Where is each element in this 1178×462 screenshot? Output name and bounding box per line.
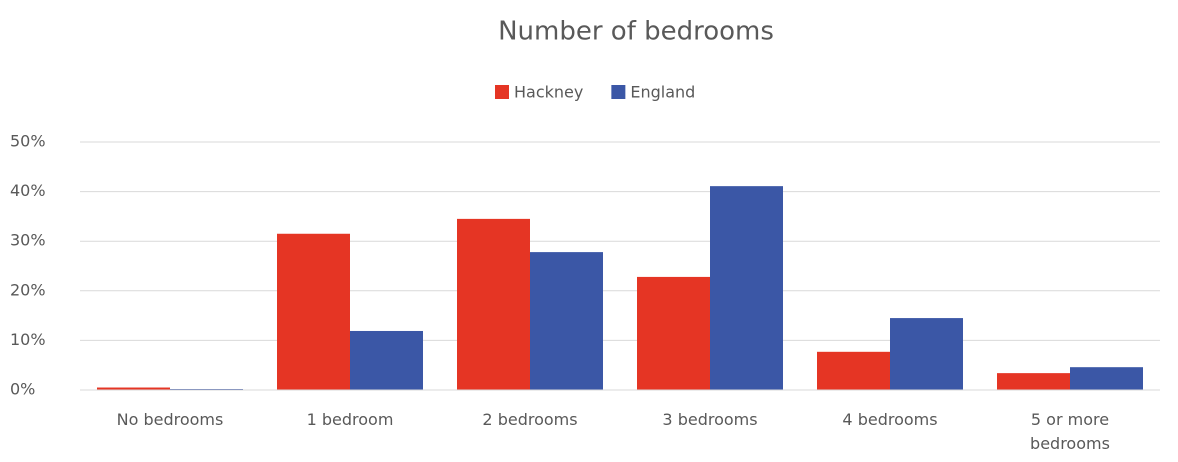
legend-swatch bbox=[611, 85, 626, 99]
bar bbox=[817, 351, 890, 390]
x-tick-label-box: No bedrooms bbox=[116, 410, 224, 429]
x-tick-label-box: 3 bedrooms bbox=[662, 410, 758, 429]
bar bbox=[890, 318, 963, 390]
y-tick-label: 40% bbox=[10, 181, 46, 200]
y-tick-label: 30% bbox=[10, 231, 46, 250]
bar bbox=[97, 387, 170, 390]
bar bbox=[457, 218, 530, 390]
x-tick-label: 1 bedroom bbox=[306, 410, 394, 429]
bar bbox=[710, 186, 783, 390]
legend-label: England bbox=[630, 83, 695, 102]
x-tick-label: 5 or more bedrooms bbox=[1030, 410, 1110, 453]
y-tick-label: 20% bbox=[10, 280, 46, 299]
x-tick-label-box: 4 bedrooms bbox=[842, 410, 938, 429]
legend-swatch bbox=[495, 85, 509, 99]
x-tick-label: 4 bedrooms bbox=[842, 410, 938, 429]
bar bbox=[350, 330, 423, 390]
bar bbox=[530, 252, 603, 390]
bar bbox=[277, 233, 350, 390]
y-tick-label: 10% bbox=[10, 330, 46, 349]
y-tick-label: 0% bbox=[10, 380, 35, 399]
x-tick-label: No bedrooms bbox=[116, 410, 224, 429]
x-tick-label-box: 2 bedrooms bbox=[482, 410, 578, 429]
y-tick-label: 50% bbox=[10, 132, 46, 151]
chart-title: Number of bedrooms bbox=[498, 17, 774, 47]
x-tick-label-box: 1 bedroom bbox=[306, 410, 394, 429]
bar bbox=[637, 276, 710, 390]
x-tick-label: 2 bedrooms bbox=[482, 410, 578, 429]
bar bbox=[1070, 367, 1143, 390]
x-tick-label-box: 5 or more bedrooms bbox=[1030, 410, 1110, 453]
x-tick-label: 3 bedrooms bbox=[662, 410, 758, 429]
bar bbox=[997, 373, 1070, 390]
legend-label: Hackney bbox=[514, 83, 583, 102]
